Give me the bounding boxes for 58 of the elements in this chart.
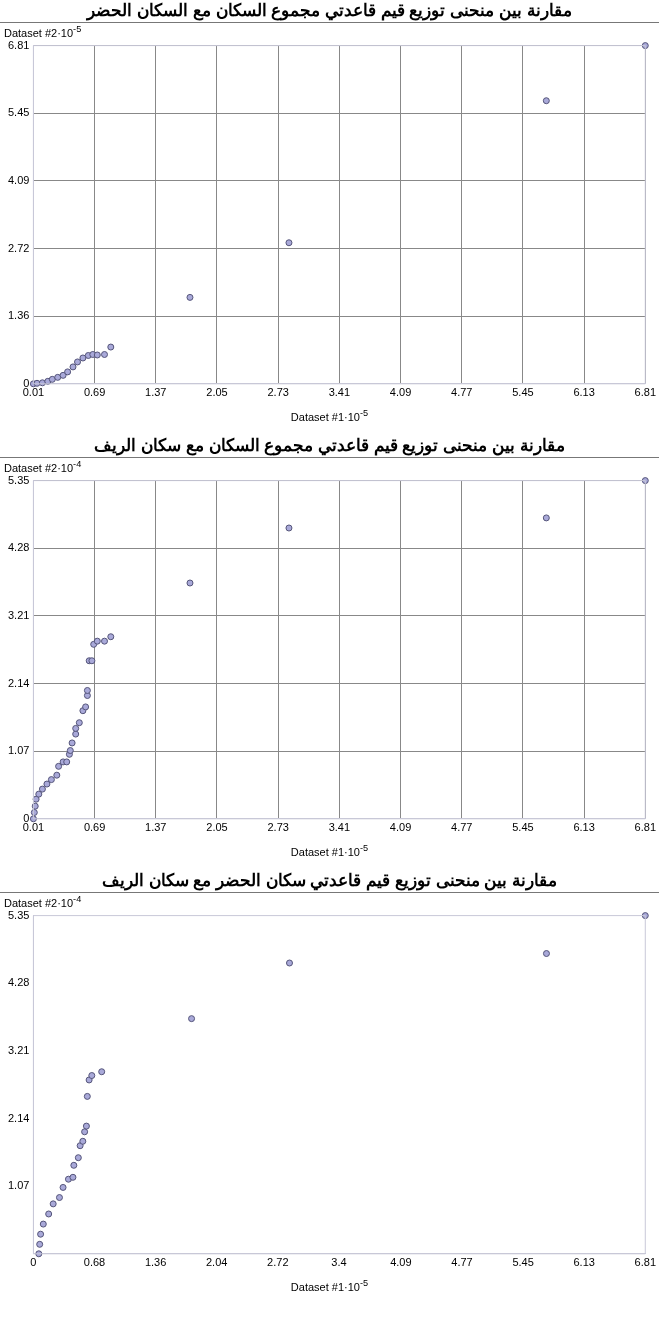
x-tick-label: 1.36: [144, 1256, 167, 1269]
y-tick-label: 1.07: [7, 744, 30, 757]
x-tick-label: 0.01: [22, 386, 45, 399]
y-tick-label: 5.45: [7, 106, 30, 119]
x-tick-label: 4.09: [390, 1256, 412, 1269]
x-tick-label: 5.45: [512, 386, 534, 399]
x-tick-label: 4.09: [389, 386, 412, 399]
x-tick-label: 4.77: [451, 1256, 473, 1269]
x-tick-label: 6.13: [573, 386, 595, 399]
y-tick-label: 4.28: [7, 976, 30, 989]
x-tick-label: 2.72: [267, 1256, 289, 1269]
y-tick-label: 3.21: [7, 608, 30, 621]
x-tick-label: 3.41: [328, 821, 351, 834]
x-axis-title: Dataset #1·10$^{-5}$: [289, 1277, 370, 1293]
x-tick-label: 3.4: [331, 1256, 347, 1269]
x-tick-label: 1.37: [145, 821, 167, 834]
y-axis-title: Dataset #2·10$^{-5}$: [3, 23, 83, 39]
x-tick-label: 2.05: [206, 821, 228, 834]
x-tick-label: 2.04: [205, 1256, 228, 1269]
x-tick-label: 4.77: [451, 386, 473, 399]
x-tick-label: 6.81: [634, 1256, 657, 1269]
y-tick-label: 5.35: [7, 473, 30, 486]
x-axis-title: Dataset #1·10$^{-5}$: [289, 407, 370, 423]
y-tick-label: 1.36: [7, 309, 30, 322]
chart-title: مقارنة بين منحنى توزيع قيم قاعدتي مجموع السكان مع السكان الحضر: [0, 0, 659, 23]
x-tick-label: 3.41: [328, 386, 351, 399]
x-tick-label: 5.45: [512, 1256, 534, 1269]
y-tick-label: 4.28: [7, 541, 30, 554]
y-tick-label: 1.07: [7, 1179, 30, 1192]
x-tick-label: 5.45: [512, 821, 534, 834]
y-tick-label: 0: [23, 811, 30, 824]
y-tick-label: 6.81: [7, 38, 30, 51]
y-tick-label: 0: [23, 376, 30, 389]
y-tick-label: 2.14: [7, 1111, 30, 1124]
chart-title: مقارنة بين منحنى توزيع قيم قاعدتي سكان الحضر مع سكان الريف: [0, 870, 659, 893]
x-tick-label: 2.73: [267, 821, 289, 834]
y-tick-label: 4.09: [7, 173, 30, 186]
y-tick-label: 2.72: [7, 241, 30, 254]
x-tick-label: 2.73: [267, 386, 289, 399]
y-tick-label: 5.35: [7, 908, 30, 921]
y-axis-title: Dataset #2·10$^{-4}$: [3, 893, 83, 909]
x-tick-label: 0.01: [22, 821, 45, 834]
y-tick-label: 2.14: [7, 676, 30, 689]
x-axis-title: Dataset #1·10$^{-5}$: [289, 842, 370, 858]
x-tick-label: 6.81: [634, 386, 657, 399]
x-tick-label: 2.05: [206, 386, 228, 399]
x-tick-label: 0.69: [83, 386, 106, 399]
chart-title: مقارنة بين منحنى توزيع قيم قاعدتي مجموع السكان مع سكان الريف: [0, 435, 659, 458]
y-axis-title: Dataset #2·10$^{-4}$: [3, 458, 83, 474]
x-tick-label: 1.37: [145, 386, 167, 399]
x-tick-label: 4.09: [389, 821, 412, 834]
x-tick-label: 4.77: [451, 821, 473, 834]
x-tick-label: 0.69: [83, 821, 106, 834]
x-tick-label: 6.81: [634, 821, 657, 834]
y-tick-label: 3.21: [7, 1043, 30, 1056]
x-tick-label: 6.13: [573, 821, 595, 834]
x-tick-label: 6.13: [573, 1256, 595, 1269]
x-tick-label: 0.68: [83, 1256, 106, 1269]
